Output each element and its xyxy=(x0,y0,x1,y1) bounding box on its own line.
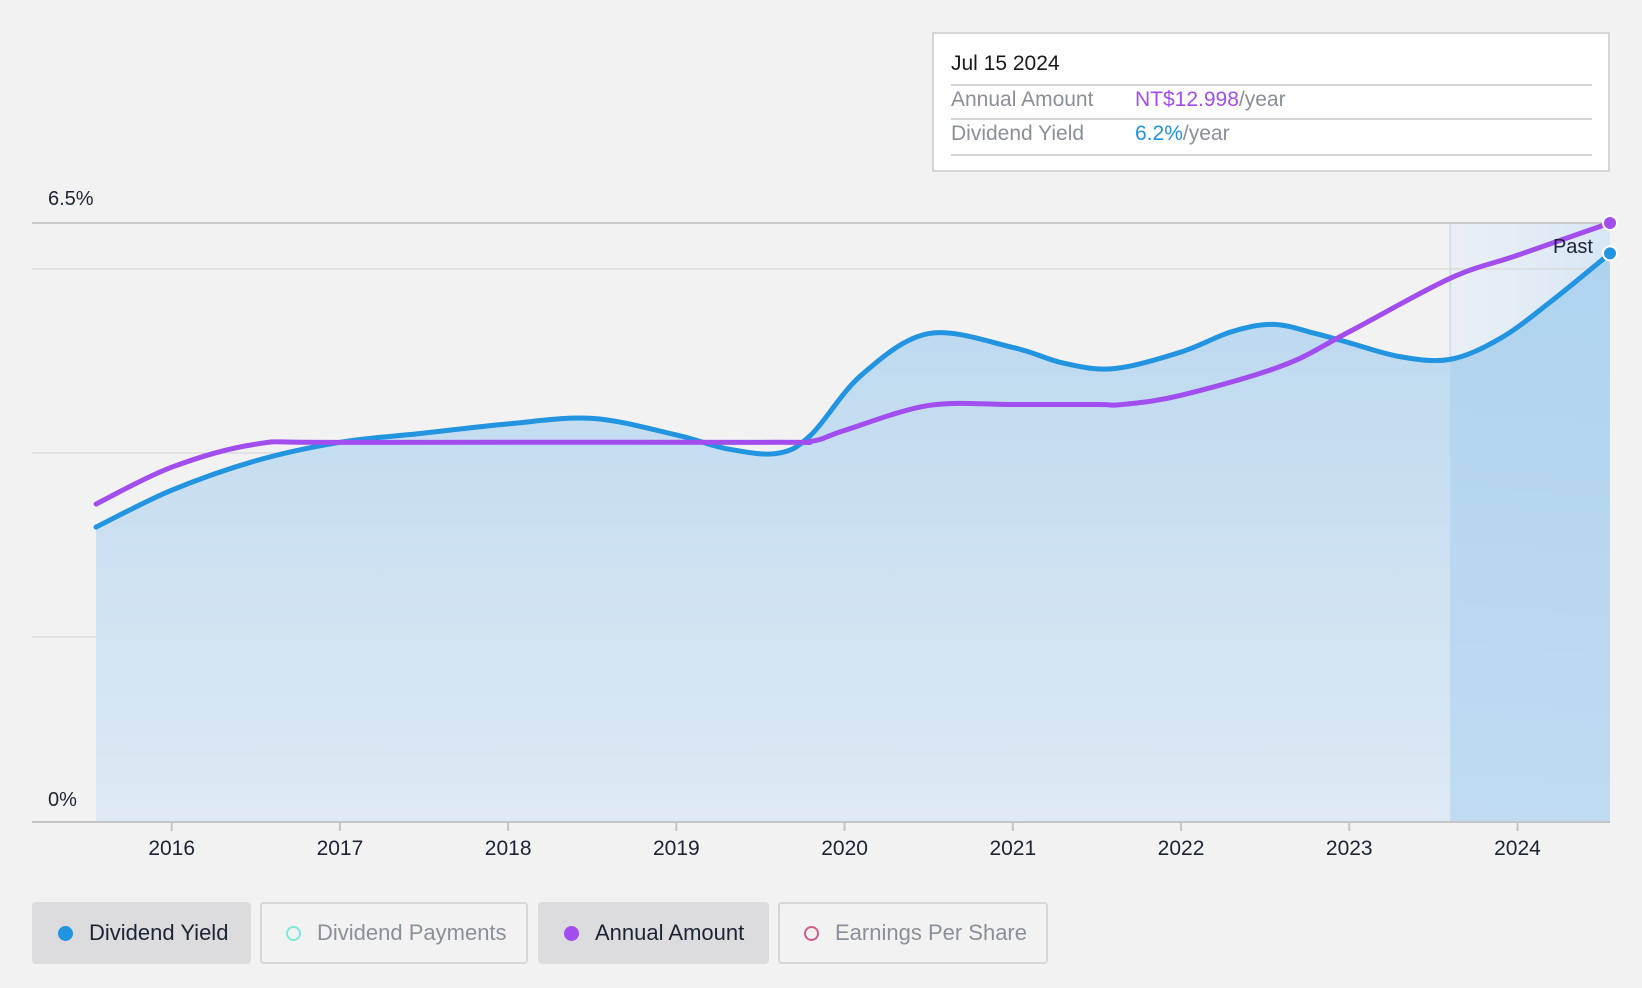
x-tick-label: 2016 xyxy=(148,837,195,860)
x-tick-label: 2021 xyxy=(989,837,1036,860)
x-tick-label: 2023 xyxy=(1326,837,1373,860)
dividend-yield-area xyxy=(96,253,1610,822)
tooltip-divider xyxy=(951,154,1592,156)
dividend-yield-dot-icon xyxy=(58,925,73,941)
dividend-payments-dot-icon xyxy=(286,925,301,941)
x-tick-label: 2022 xyxy=(1158,837,1205,860)
dividend-yield-line xyxy=(93,250,1613,530)
dividend-yield-area-past xyxy=(1450,253,1610,822)
tooltip-dividend-yield-value: 6.2%/year xyxy=(1135,122,1230,146)
x-tick-label: 2017 xyxy=(317,837,364,860)
legend-dividend-yield-label: Dividend Yield xyxy=(89,920,229,945)
tooltip-annual-amount-number: NT$12.998 xyxy=(1135,88,1239,111)
legend-annual-amount-label: Annual Amount xyxy=(595,920,745,945)
legend-dividend-payments-label: Dividend Payments xyxy=(317,920,507,945)
tooltip-date: Jul 15 2024 xyxy=(951,52,1060,75)
tooltip-divider xyxy=(951,84,1592,86)
legend-earnings-per-share[interactable]: Earnings Per Share xyxy=(778,902,1048,964)
y-axis: 6.5% 0% xyxy=(48,188,94,811)
tooltip-dividend-yield-number: 6.2% xyxy=(1135,122,1183,145)
past-label: Past xyxy=(1553,236,1593,258)
legend-annual-amount[interactable]: Annual Amount xyxy=(538,902,769,964)
dividend-chart: 2016 2017 2018 2019 2020 2021 2022 2023 2024 6.5… xyxy=(32,188,1618,860)
x-tick-label: 2020 xyxy=(821,837,868,860)
tooltip-divider xyxy=(951,118,1592,120)
end-markers xyxy=(1602,215,1618,262)
y-tick-label-bottom: 0% xyxy=(48,789,77,811)
series-lines xyxy=(93,220,1613,530)
tooltip-dividend-yield-unit: /year xyxy=(1182,122,1230,145)
dividend-yield-end-point xyxy=(1602,245,1618,262)
annual-amount-end-point xyxy=(1602,215,1618,231)
annual-amount-line xyxy=(93,220,1613,507)
tooltip: Jul 15 2024 Annual Amount NT$12.998/year… xyxy=(932,32,1610,172)
x-tick-label: 2018 xyxy=(485,837,532,860)
tooltip-annual-amount-unit: /year xyxy=(1238,88,1286,111)
x-axis: 2016 2017 2018 2019 2020 2021 2022 2023 2024 xyxy=(32,821,1610,860)
legend-earnings-per-share-label: Earnings Per Share xyxy=(835,920,1027,945)
tooltip-dividend-yield-label: Dividend Yield xyxy=(951,122,1085,145)
x-tick-label: 2024 xyxy=(1494,837,1541,860)
tooltip-annual-amount-value: NT$12.998/year xyxy=(1135,88,1286,112)
x-tick-label: 2019 xyxy=(653,837,700,860)
annual-amount-dot-icon xyxy=(564,925,579,941)
y-tick-label-top: 6.5% xyxy=(48,188,94,210)
tooltip-annual-amount-label: Annual Amount xyxy=(951,88,1094,111)
legend-dividend-yield[interactable]: Dividend Yield xyxy=(32,902,251,964)
legend-dividend-payments[interactable]: Dividend Payments xyxy=(260,902,528,964)
area-fills xyxy=(96,253,1610,822)
earnings-per-share-dot-icon xyxy=(804,925,819,941)
